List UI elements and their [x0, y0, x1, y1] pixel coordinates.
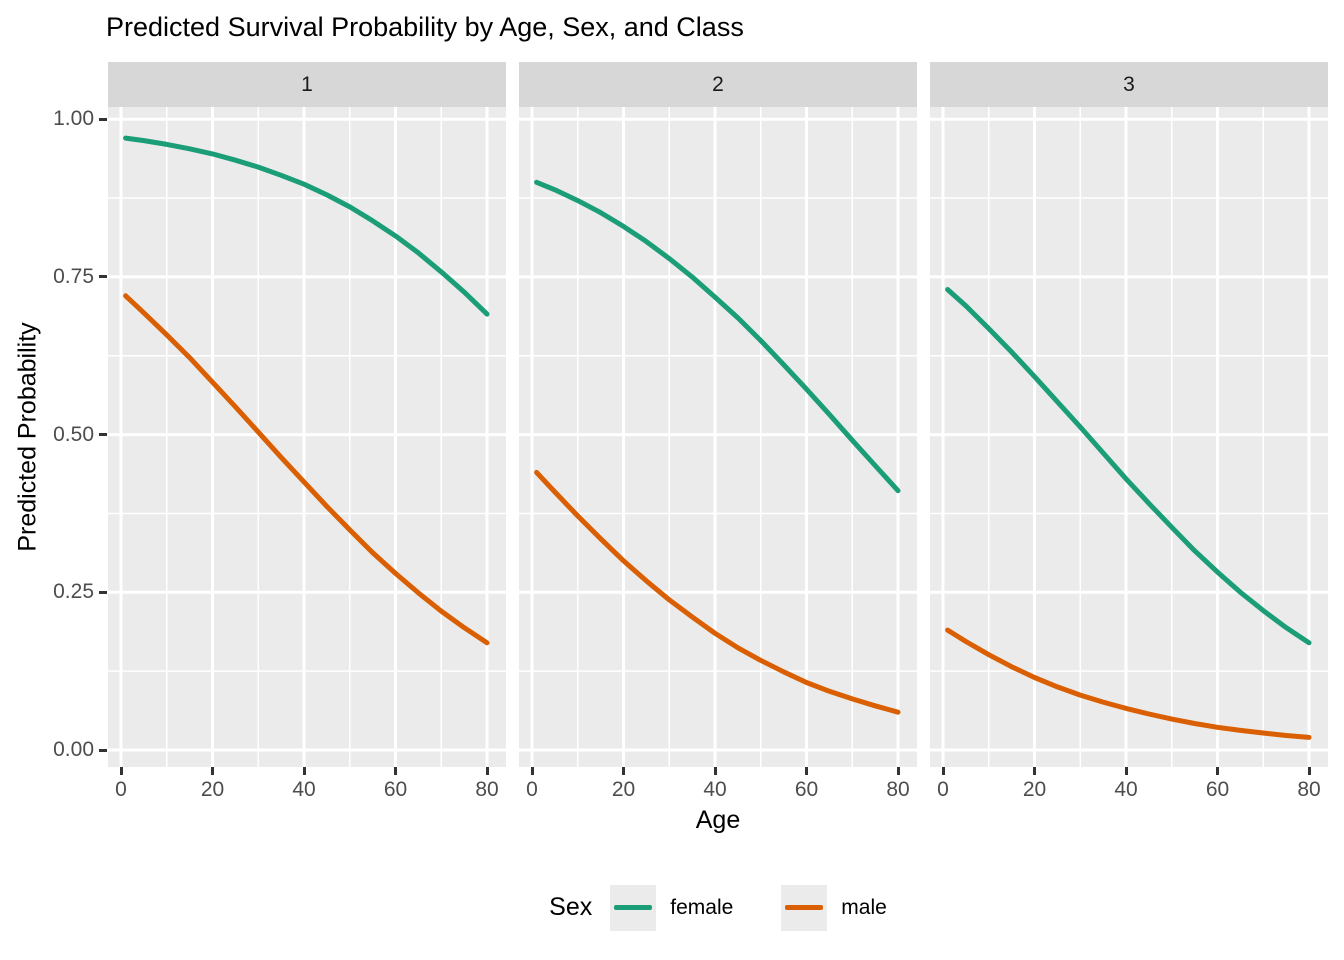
x-tick-mark [1307, 767, 1311, 775]
x-tick-label: 40 [703, 778, 727, 801]
facet-canvas-1 [108, 107, 506, 767]
curve-female-class-3 [945, 287, 1312, 646]
legend-entry-female: female [610, 884, 734, 931]
y-tick-mark [99, 433, 107, 437]
x-tick-label: 80 [886, 778, 910, 801]
legend-label-male: male [841, 895, 887, 919]
facet-strip-1: 1 [108, 62, 506, 107]
x-tick-label: 20 [611, 778, 636, 801]
y-tick-label: 0.00 [53, 738, 94, 761]
x-tick-mark [713, 767, 717, 775]
curve-male-class-1 [123, 293, 490, 646]
curve-male-class-3 [945, 627, 1312, 740]
x-tick-label: 60 [383, 778, 408, 801]
x-tick-mark [896, 767, 900, 775]
facet-panel-1 [108, 107, 506, 767]
curve-female-class-1 [123, 135, 490, 317]
x-tick-label: 80 [1297, 778, 1321, 801]
facet-panel-3 [930, 107, 1328, 767]
gridlines [108, 107, 506, 767]
male-line-swatch [785, 905, 824, 910]
x-tick-mark [119, 767, 123, 775]
legend-key-female [610, 884, 657, 931]
y-tick-mark [99, 590, 107, 594]
x-tick-mark [530, 767, 534, 775]
legend-key-male [781, 884, 828, 931]
x-tick-mark [622, 767, 625, 775]
x-tick-mark [805, 767, 808, 775]
y-tick-label: 0.50 [53, 422, 94, 446]
x-tick-mark [211, 767, 214, 775]
x-tick-mark [302, 767, 306, 775]
y-tick-mark [99, 748, 107, 752]
plot-title: Predicted Survival Probability by Age, S… [106, 12, 744, 42]
x-tick-label: 20 [1022, 778, 1047, 801]
legend-title: Sex [549, 893, 593, 921]
gridlines [519, 107, 917, 767]
x-tick-mark [1033, 767, 1036, 775]
curve-female-class-2 [534, 179, 901, 494]
x-tick-label: 40 [292, 778, 316, 801]
y-tick-mark [99, 275, 107, 279]
facet-canvas-2 [519, 107, 917, 767]
x-tick-label: 60 [794, 778, 819, 801]
x-tick-label: 0 [526, 778, 538, 801]
legend: Sex female male [108, 884, 1328, 931]
x-tick-label: 0 [115, 778, 127, 801]
y-tick-label: 0.25 [53, 580, 94, 604]
facet-canvas-3 [930, 107, 1328, 767]
legend-entry-male: male [781, 884, 887, 931]
x-tick-label: 20 [200, 778, 225, 801]
legend-label-female: female [670, 895, 734, 919]
x-axis-title: Age [695, 806, 741, 834]
x-tick-mark [394, 767, 397, 775]
y-tick-label: 0.75 [53, 264, 94, 288]
x-tick-label: 0 [937, 778, 949, 801]
x-tick-label: 80 [475, 778, 499, 801]
facet-strip-3: 3 [930, 62, 1328, 107]
y-tick-label: 1.00 [53, 107, 94, 131]
gridlines [930, 107, 1328, 767]
x-tick-mark [1216, 767, 1219, 775]
curve-male-class-2 [534, 469, 901, 715]
x-tick-mark [1124, 767, 1128, 775]
facet-panel-2 [519, 107, 917, 767]
female-line-swatch [614, 905, 653, 910]
x-tick-mark [941, 767, 945, 775]
facet-strip-2: 2 [519, 62, 917, 107]
x-tick-mark [485, 767, 489, 775]
y-tick-mark [99, 117, 107, 121]
x-tick-label: 60 [1205, 778, 1230, 801]
x-tick-label: 40 [1114, 778, 1138, 801]
